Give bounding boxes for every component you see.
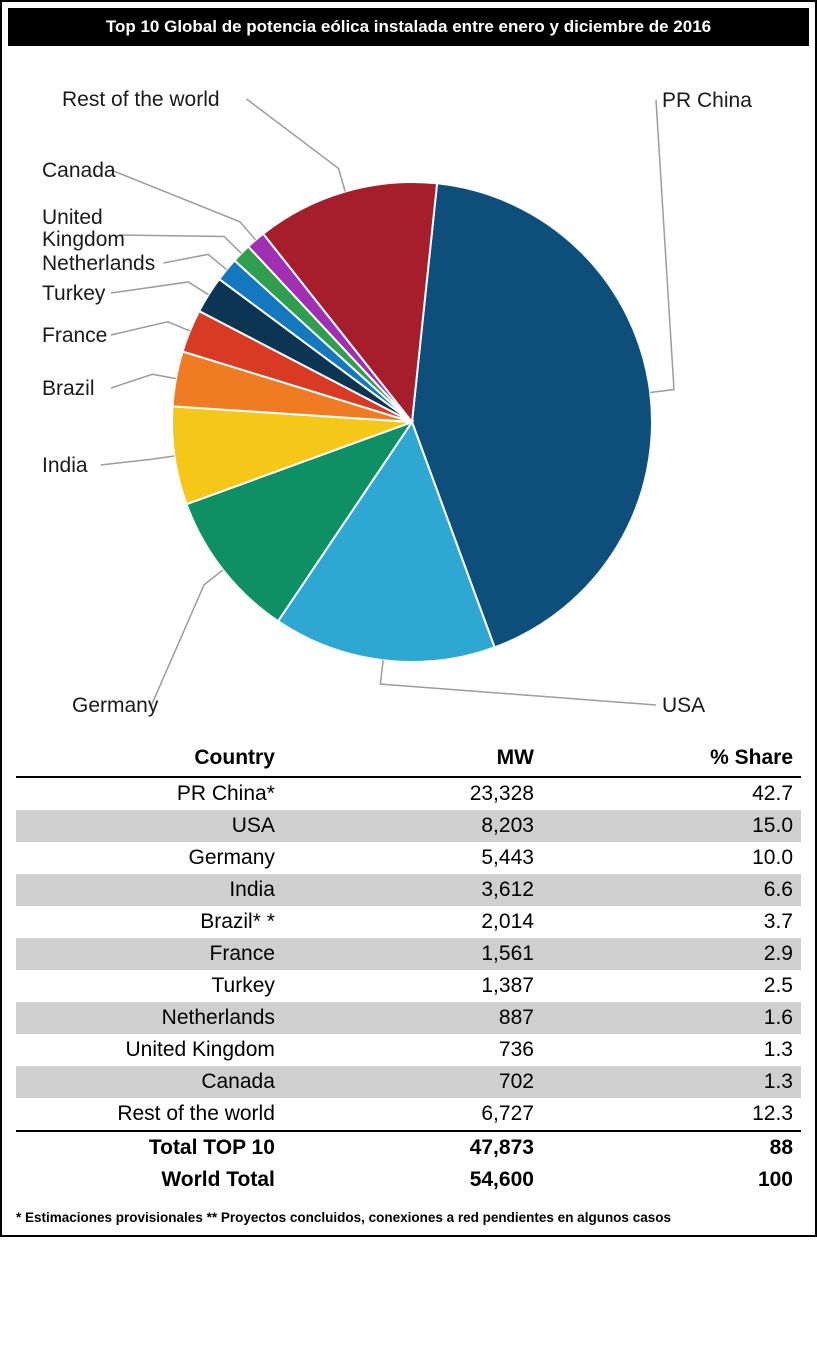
cell-share: 10.0 xyxy=(542,842,801,874)
table-row: Rest of the world6,72712.3 xyxy=(16,1098,801,1131)
cell-mw: 887 xyxy=(283,1002,542,1034)
pie-slice-label: USA xyxy=(662,694,705,717)
cell-share: 2.5 xyxy=(542,970,801,1002)
pie-slice-label: Canada xyxy=(42,159,116,182)
pie-slice-label: India xyxy=(42,454,88,477)
table-total-row: Total TOP 1047,87388 xyxy=(16,1131,801,1164)
cell-share: 2.9 xyxy=(542,938,801,970)
cell-country: Turkey xyxy=(16,970,283,1002)
pie-slice-label: PR China xyxy=(662,89,752,112)
cell-mw: 6,727 xyxy=(283,1098,542,1131)
cell-mw: 1,387 xyxy=(283,970,542,1002)
cell-share: 12.3 xyxy=(542,1098,801,1131)
col-header-mw: MW xyxy=(283,742,542,777)
cell-total-share: 100 xyxy=(542,1164,801,1196)
cell-mw: 3,612 xyxy=(283,874,542,906)
cell-country: India xyxy=(16,874,283,906)
cell-mw: 5,443 xyxy=(283,842,542,874)
report-frame: Top 10 Global de potencia eólica instala… xyxy=(0,0,817,1237)
col-header-country: Country xyxy=(16,742,283,777)
data-table-wrap: Country MW % Share PR China*23,32842.7US… xyxy=(2,742,815,1200)
cell-total-label: World Total xyxy=(16,1164,283,1196)
cell-share: 3.7 xyxy=(542,906,801,938)
leader-line xyxy=(111,374,176,388)
table-row: United Kingdom7361.3 xyxy=(16,1034,801,1066)
cell-country: PR China* xyxy=(16,777,283,810)
leader-line xyxy=(111,322,190,335)
table-row: Canada7021.3 xyxy=(16,1066,801,1098)
leader-line xyxy=(101,456,175,465)
pie-slice-label: Netherlands xyxy=(42,252,155,275)
table-row: France1,5612.9 xyxy=(16,938,801,970)
leader-line xyxy=(247,99,346,191)
leader-line xyxy=(650,100,674,392)
cell-share: 15.0 xyxy=(542,810,801,842)
leader-line xyxy=(111,282,209,295)
pie-slice-label: Brazil xyxy=(42,377,95,400)
pie-slice-label: Turkey xyxy=(42,282,106,305)
footnote: * Estimaciones provisionales ** Proyecto… xyxy=(2,1200,815,1235)
pie-slice-label: Germany xyxy=(72,694,159,717)
table-row: Germany5,44310.0 xyxy=(16,842,801,874)
cell-mw: 1,561 xyxy=(283,938,542,970)
cell-total-label: Total TOP 10 xyxy=(16,1131,283,1164)
cell-mw: 736 xyxy=(283,1034,542,1066)
leader-line xyxy=(152,570,224,705)
cell-share: 1.3 xyxy=(542,1066,801,1098)
cell-country: Germany xyxy=(16,842,283,874)
cell-country: Canada xyxy=(16,1066,283,1098)
table-row: PR China*23,32842.7 xyxy=(16,777,801,810)
table-row: Netherlands8871.6 xyxy=(16,1002,801,1034)
cell-country: Brazil* * xyxy=(16,906,283,938)
table-row: Turkey1,3872.5 xyxy=(16,970,801,1002)
col-header-share: % Share xyxy=(542,742,801,777)
cell-total-share: 88 xyxy=(542,1131,801,1164)
cell-total-mw: 47,873 xyxy=(283,1131,542,1164)
chart-title: Top 10 Global de potencia eólica instala… xyxy=(8,8,809,46)
cell-country: USA xyxy=(16,810,283,842)
leader-line xyxy=(164,254,227,269)
pie-slice-label: France xyxy=(42,324,107,347)
pie-slice-label: UnitedKingdom xyxy=(42,206,125,251)
pie-slice-label: Rest of the world xyxy=(62,88,220,111)
cell-country: France xyxy=(16,938,283,970)
cell-share: 6.6 xyxy=(542,874,801,906)
leader-line xyxy=(111,170,256,240)
cell-share: 1.3 xyxy=(542,1034,801,1066)
data-table: Country MW % Share PR China*23,32842.7US… xyxy=(16,742,801,1196)
cell-mw: 8,203 xyxy=(283,810,542,842)
cell-mw: 2,014 xyxy=(283,906,542,938)
leader-line xyxy=(380,660,656,705)
cell-total-mw: 54,600 xyxy=(283,1164,542,1196)
table-row: USA8,20315.0 xyxy=(16,810,801,842)
table-row: India3,6126.6 xyxy=(16,874,801,906)
leader-line xyxy=(122,235,242,253)
pie-chart: PR China USA Germany India Brazil France Turke… xyxy=(2,52,815,742)
cell-country: Netherlands xyxy=(16,1002,283,1034)
cell-share: 42.7 xyxy=(542,777,801,810)
cell-mw: 702 xyxy=(283,1066,542,1098)
table-row: Brazil* *2,0143.7 xyxy=(16,906,801,938)
cell-share: 1.6 xyxy=(542,1002,801,1034)
cell-country: Rest of the world xyxy=(16,1098,283,1131)
cell-country: United Kingdom xyxy=(16,1034,283,1066)
cell-mw: 23,328 xyxy=(283,777,542,810)
table-total-row: World Total54,600100 xyxy=(16,1164,801,1196)
